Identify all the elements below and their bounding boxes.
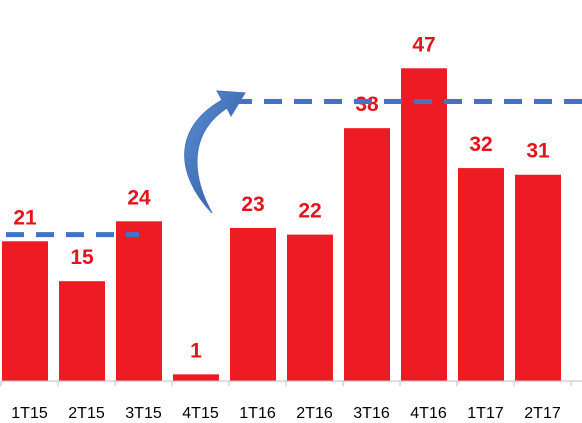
value-label-4t16: 47	[412, 33, 435, 56]
x-tick-label-2t17: 2T17	[524, 405, 561, 422]
x-tick-label-3t15: 3T15	[125, 405, 162, 422]
x-tick-label-1t15: 1T15	[11, 405, 48, 422]
x-tick-label-4t15: 4T15	[182, 405, 219, 422]
value-label-2t16: 22	[298, 200, 321, 223]
value-label-4t15: 1	[190, 339, 202, 362]
x-tick-label-2t16: 2T16	[296, 405, 333, 422]
bar-2t17	[515, 174, 561, 381]
value-label-1t15: 21	[13, 206, 37, 229]
bar-1t16	[230, 227, 276, 381]
bar-4t16	[401, 68, 447, 382]
x-tick-marks-layer	[0, 381, 572, 386]
curved-arrow	[184, 90, 246, 214]
value-label-1t17: 32	[469, 133, 492, 156]
value-labels-layer: 21 15 24 1 23 22 38 47 32 31	[13, 33, 550, 362]
annotations-layer	[6, 90, 582, 238]
x-tick-label-3t16: 3T16	[353, 405, 390, 422]
x-tick-label-1t16: 1T16	[239, 405, 276, 422]
bar-1t15	[2, 241, 48, 381]
x-tick-labels-layer: 1T15 2T15 3T15 4T15 1T16 2T16 3T16 4T16 1T17 2T17	[11, 405, 561, 422]
value-label-2t17: 31	[526, 140, 550, 163]
x-tick-label-2t15: 2T15	[68, 405, 105, 422]
value-label-3t15: 24	[127, 186, 151, 209]
bar-1t17	[458, 168, 504, 381]
bar-3t15	[116, 221, 162, 381]
x-tick-label-1t17: 1T17	[467, 405, 504, 422]
bar-4t15	[173, 374, 219, 381]
value-label-1t16: 23	[241, 193, 264, 216]
bar-2t15	[59, 281, 105, 381]
x-tick-label-4t16: 4T16	[410, 405, 447, 422]
bars-layer	[2, 68, 561, 382]
value-label-3t16: 38	[355, 93, 379, 116]
bar-3t16	[344, 128, 390, 381]
value-label-2t15: 15	[70, 246, 94, 269]
bar-2t16	[287, 234, 333, 381]
